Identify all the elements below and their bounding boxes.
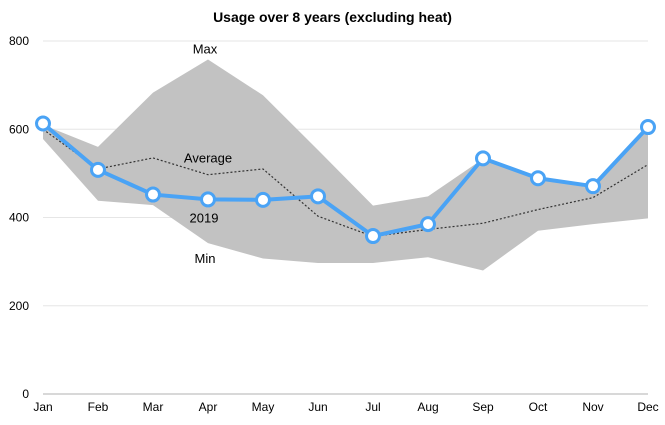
data-point-2019 (475, 150, 491, 167)
data-point-2019 (420, 216, 436, 233)
y-tick-label: 800 (9, 34, 29, 48)
data-point-2019 (145, 186, 161, 203)
series-label: Max (193, 42, 218, 57)
data-point-2019 (90, 161, 106, 178)
range-band (43, 59, 648, 271)
data-point-2019 (530, 170, 546, 187)
y-tick-label: 0 (22, 387, 29, 401)
y-tick-label: 400 (9, 211, 29, 225)
data-point-2019 (310, 188, 326, 205)
series-line-average (42, 128, 649, 238)
chart-title: Usage over 8 years (excluding heat) (213, 9, 452, 25)
series-label: 2019 (190, 210, 219, 225)
x-tick-label: May (252, 400, 275, 414)
x-tick-label: Apr (199, 400, 218, 414)
data-point-2019 (640, 119, 656, 136)
x-tick-label: Feb (88, 400, 109, 414)
x-tick-label: Sep (472, 400, 494, 414)
x-tick-label: Aug (417, 400, 438, 414)
series-label: Average (184, 151, 232, 166)
x-tick-label: Oct (529, 400, 548, 414)
series-label: Min (195, 251, 216, 266)
y-tick-label: 200 (9, 299, 29, 313)
y-tick-label: 600 (9, 122, 29, 136)
x-tick-label: Mar (143, 400, 164, 414)
x-tick-label: Dec (637, 400, 658, 414)
x-tick-label: Jun (308, 400, 327, 414)
data-point-2019 (585, 178, 601, 195)
x-tick-label: Nov (582, 400, 603, 414)
data-point-2019 (255, 191, 271, 208)
data-point-2019 (35, 115, 51, 132)
data-point-2019 (365, 228, 381, 245)
x-tick-label: Jul (365, 400, 380, 414)
x-tick-label: Jan (33, 400, 52, 414)
data-point-2019 (200, 191, 216, 208)
series-line-2019 (41, 121, 650, 239)
